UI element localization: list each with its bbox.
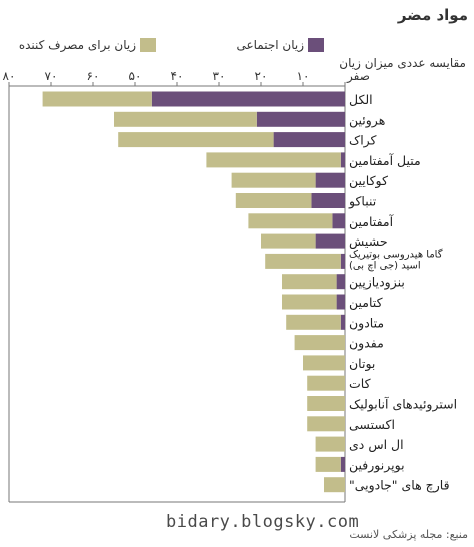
bar-social	[340, 314, 345, 330]
chart-title: مواد مضر	[397, 6, 468, 24]
category-label: اسید (جی اچ بی)	[349, 260, 421, 271]
bar-user	[315, 456, 341, 472]
x-tick-label: ۳۰	[213, 69, 226, 83]
category-label: استروئیدهای آنابولیک	[349, 397, 457, 413]
bar-social	[273, 132, 345, 148]
bar-social	[311, 193, 345, 208]
bar-social	[340, 253, 345, 269]
category-label: ال اس دی	[349, 437, 404, 453]
bar-user	[235, 193, 312, 208]
bar-user	[282, 294, 337, 310]
bar-user	[118, 132, 274, 148]
bar-social	[336, 294, 345, 310]
category-label: بوتان	[349, 356, 375, 372]
category-label: تنباکو	[348, 194, 377, 210]
bar-user	[248, 213, 333, 229]
bar-user	[42, 91, 152, 107]
category-label: کوکایین	[349, 173, 388, 189]
bar-social	[315, 172, 345, 188]
category-label: کتامین	[349, 295, 383, 311]
legend-label-user: زیان برای مصرف کننده	[18, 38, 136, 52]
bar-social	[151, 91, 345, 107]
bar-social	[256, 111, 345, 127]
bar-user	[324, 477, 345, 493]
legend-swatch-user	[140, 38, 156, 52]
bar-user	[282, 274, 337, 290]
category-label: حشیش	[349, 234, 388, 250]
bar-social	[340, 456, 345, 472]
bar-user	[307, 396, 345, 411]
bar-social	[332, 213, 345, 229]
bar-social	[336, 274, 345, 290]
source-credit: منبع: مجله پزشکی لانست	[349, 528, 468, 541]
category-label: الکل	[349, 92, 373, 107]
bar-user	[315, 436, 345, 452]
bar-user	[294, 335, 345, 351]
bar-user	[307, 416, 345, 432]
bar-user	[114, 111, 257, 127]
x-tick-label: ۶۰	[87, 69, 100, 83]
x-tick-label: ۲۰	[255, 69, 268, 83]
chart-subtitle: مقایسه عددی میزان زیان	[339, 56, 466, 70]
category-label: بوپرنورفین	[349, 457, 405, 473]
bar-user	[231, 172, 316, 188]
bar-user	[286, 314, 341, 330]
category-label: آمفتامین	[349, 214, 394, 230]
legend-item-social: زیان اجتماعی	[236, 38, 324, 52]
category-label: مفدون	[349, 336, 384, 352]
category-label: متادون	[349, 315, 384, 331]
x-tick-label: صفر	[346, 69, 370, 84]
category-label: متیل آمفتامین	[349, 153, 421, 169]
category-label: کات	[349, 376, 371, 391]
bar-user	[261, 233, 316, 249]
x-tick-label: ۸۰	[3, 69, 16, 83]
legend-item-user: زیان برای مصرف کننده	[19, 38, 156, 52]
category-label: کراک	[349, 133, 377, 149]
x-tick-label: ۴۰	[171, 69, 184, 83]
bar-social	[340, 152, 345, 168]
category-label: هروئین	[349, 112, 385, 128]
category-label: اکستسی	[349, 417, 395, 432]
bar-user	[303, 355, 345, 371]
legend-label-social: زیان اجتماعی	[236, 38, 304, 52]
category-label: گاما هیدروسی بوتیریک	[349, 248, 443, 260]
bar-user	[206, 152, 341, 168]
watermark: bidary.blogsky.com	[166, 512, 360, 532]
bar-social	[315, 233, 345, 249]
category-label: قارچ های "جادویی"	[349, 478, 450, 494]
x-tick-label: ۱۰	[297, 69, 310, 83]
x-tick-label: ۵۰	[129, 69, 142, 83]
x-tick-label: ۷۰	[45, 69, 58, 83]
bar-user	[265, 253, 341, 269]
legend-swatch-social	[308, 38, 324, 52]
category-label: بنزودیازپین	[349, 275, 405, 291]
bar-user	[307, 375, 345, 391]
